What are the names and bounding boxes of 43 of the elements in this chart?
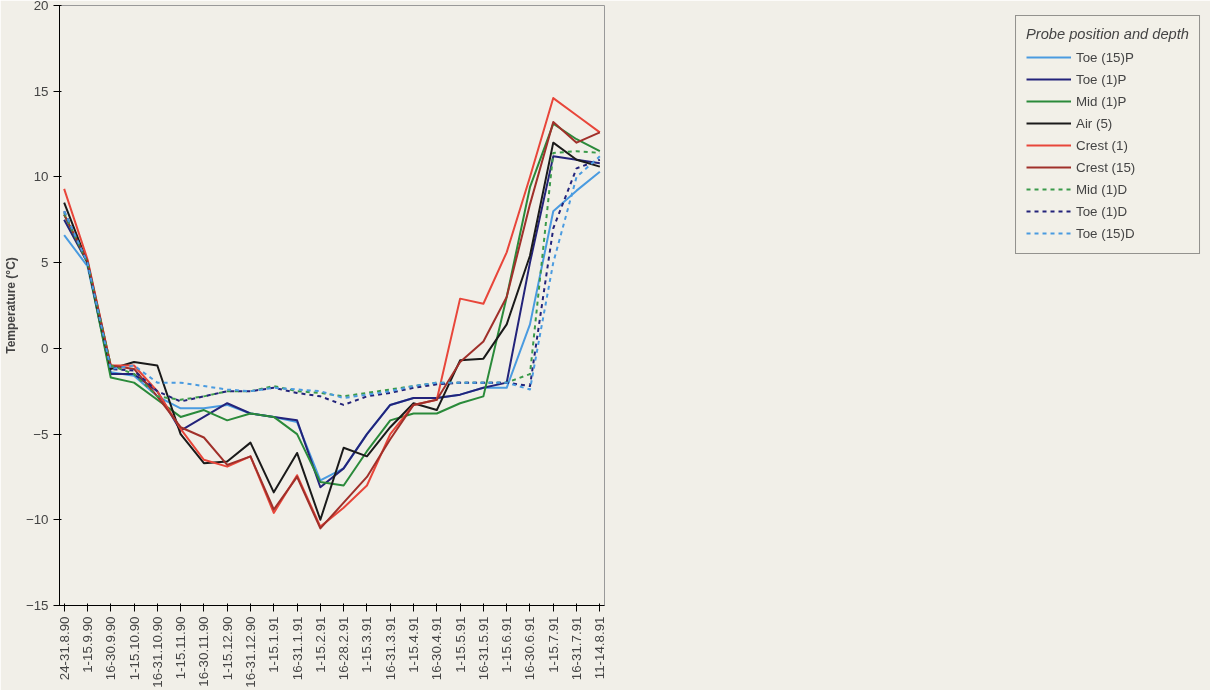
y-tick-label: 20 [33,0,49,13]
y-tick-label: 10 [33,169,49,185]
x-tick-label: 1-15.11.90 [173,616,189,680]
x-tick-label: 16-31.5.91 [475,616,491,681]
y-tick-label: −10 [25,512,49,528]
x-tick-label: 16-30.11.90 [196,616,212,687]
y-tick-label: 5 [41,255,49,271]
x-tick-label: 1-15.10.90 [126,616,142,681]
x-tick-label: 1-15.2.91 [312,616,328,673]
legend-label: Crest (15) [1076,159,1136,175]
x-tick-label: 1-15.9.90 [79,616,95,673]
x-tick-label: 16-28.2.91 [336,616,352,681]
x-tick-label: 1-15.1.91 [266,616,282,673]
x-tick-label: 1-15.6.91 [499,616,515,673]
x-tick-label: 16-31.3.91 [382,616,398,681]
legend-label: Toe (1)D [1076,203,1128,219]
legend-label: Mid (1)P [1076,93,1127,109]
x-tick-label: 1-15.12.90 [219,616,235,681]
y-tick-label: 0 [41,340,49,356]
x-tick-label: 16-30.9.90 [103,616,119,681]
y-tick-label: −15 [25,598,49,613]
y-axis-title: Temperature (°C) [3,257,18,354]
x-tick-label: 16-31.12.90 [242,616,258,688]
legend-label: Toe (1)P [1076,71,1127,87]
y-tick-label: −5 [33,426,49,442]
x-tick-label: 11-14.8.91 [592,616,608,680]
x-tick-label: 16-30.6.91 [522,616,538,681]
x-tick-label: 16-31.10.90 [149,616,165,688]
legend-label: Air (5) [1076,115,1113,131]
x-tick-label: 16-31.1.91 [289,616,305,681]
x-tick-label: 16-30.4.91 [429,616,445,681]
legend-label: Crest (1) [1076,137,1128,153]
x-tick-label: 1-15.3.91 [359,616,375,673]
x-tick-label: 1-15.7.91 [545,616,561,673]
legend-label: Toe (15)P [1076,49,1134,65]
legend-title: Probe position and depth [1026,26,1189,42]
y-tick-label: 15 [33,83,49,99]
legend-label: Toe (15)D [1076,225,1135,241]
x-tick-label: 16-31.7.91 [569,616,585,681]
x-tick-label: 1-15.5.91 [452,616,468,673]
x-tick-label: 24-31.8.90 [56,616,72,681]
legend-label: Mid (1)D [1076,181,1128,197]
x-tick-label: 1-15.4.91 [406,616,422,673]
